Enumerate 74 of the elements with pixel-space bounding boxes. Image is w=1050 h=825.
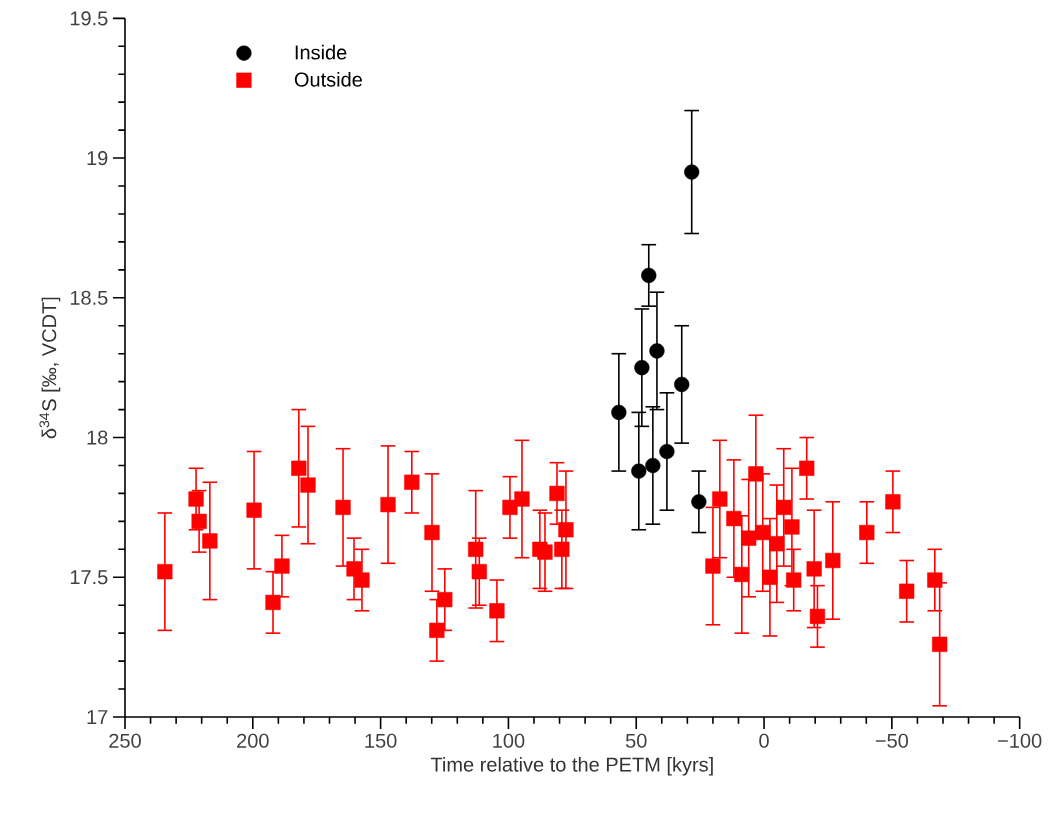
point (335, 499, 351, 515)
point (631, 463, 647, 479)
x-tick-label: 250 (109, 733, 141, 748)
point (300, 477, 316, 493)
point (784, 519, 800, 535)
point (755, 524, 771, 541)
point (246, 502, 262, 518)
point (537, 544, 553, 560)
point (769, 536, 785, 552)
point (274, 558, 290, 574)
point (437, 592, 453, 608)
point (634, 360, 650, 376)
point (291, 460, 307, 476)
point (489, 603, 505, 619)
point (649, 343, 665, 359)
x-tick-label: 0 (759, 733, 769, 748)
x-tick-label: 50 (625, 733, 647, 748)
point (684, 164, 700, 180)
y-axis-title: δ$^{34}$S [‰, VCDT] (39, 297, 61, 439)
y-tick-label: 17.5 (70, 570, 108, 585)
x-tick-label: 100 (493, 733, 525, 748)
x-tick-label: 150 (365, 733, 397, 748)
point (514, 491, 530, 507)
point (471, 564, 487, 580)
point (806, 561, 822, 577)
y-tick-label: 17 (87, 710, 108, 724)
point (859, 524, 875, 541)
x-axis-title: Time relative to the PETM [kyrs] (430, 756, 713, 776)
point (927, 572, 943, 588)
point (776, 499, 792, 515)
x-tick-label: 200 (237, 733, 269, 748)
point (825, 552, 841, 569)
point (188, 491, 204, 507)
point (762, 569, 778, 585)
point (404, 474, 420, 490)
y-tick-label: 18 (87, 430, 108, 445)
point (202, 533, 218, 549)
point (641, 267, 657, 284)
point (549, 485, 565, 502)
point (691, 494, 707, 510)
point (712, 491, 728, 507)
point (734, 566, 750, 583)
point (899, 583, 915, 599)
point (554, 541, 570, 557)
point (191, 513, 207, 529)
point (705, 558, 721, 574)
point (468, 541, 484, 557)
point (645, 457, 661, 474)
point (659, 443, 675, 460)
point (502, 499, 518, 515)
point (799, 460, 815, 476)
x-tick-label: −50 (875, 733, 909, 748)
point (885, 494, 901, 510)
point (424, 524, 440, 541)
point (354, 572, 370, 588)
legend-label: Outside (294, 71, 362, 87)
point (809, 608, 826, 624)
point (726, 510, 742, 527)
point (741, 530, 757, 546)
y-tick-label: 19 (87, 150, 108, 166)
point (674, 376, 690, 393)
point (380, 497, 396, 513)
legend-label: Inside (295, 44, 347, 60)
point (429, 622, 445, 638)
point (157, 564, 173, 580)
point (611, 404, 627, 420)
x-tick-label: −100 (998, 733, 1042, 748)
point (786, 572, 802, 588)
point (558, 522, 574, 538)
point (748, 466, 764, 482)
point (265, 594, 281, 611)
y-tick-label: 18.5 (70, 290, 108, 305)
point (932, 636, 948, 652)
y-tick-label: 19.5 (70, 11, 108, 26)
